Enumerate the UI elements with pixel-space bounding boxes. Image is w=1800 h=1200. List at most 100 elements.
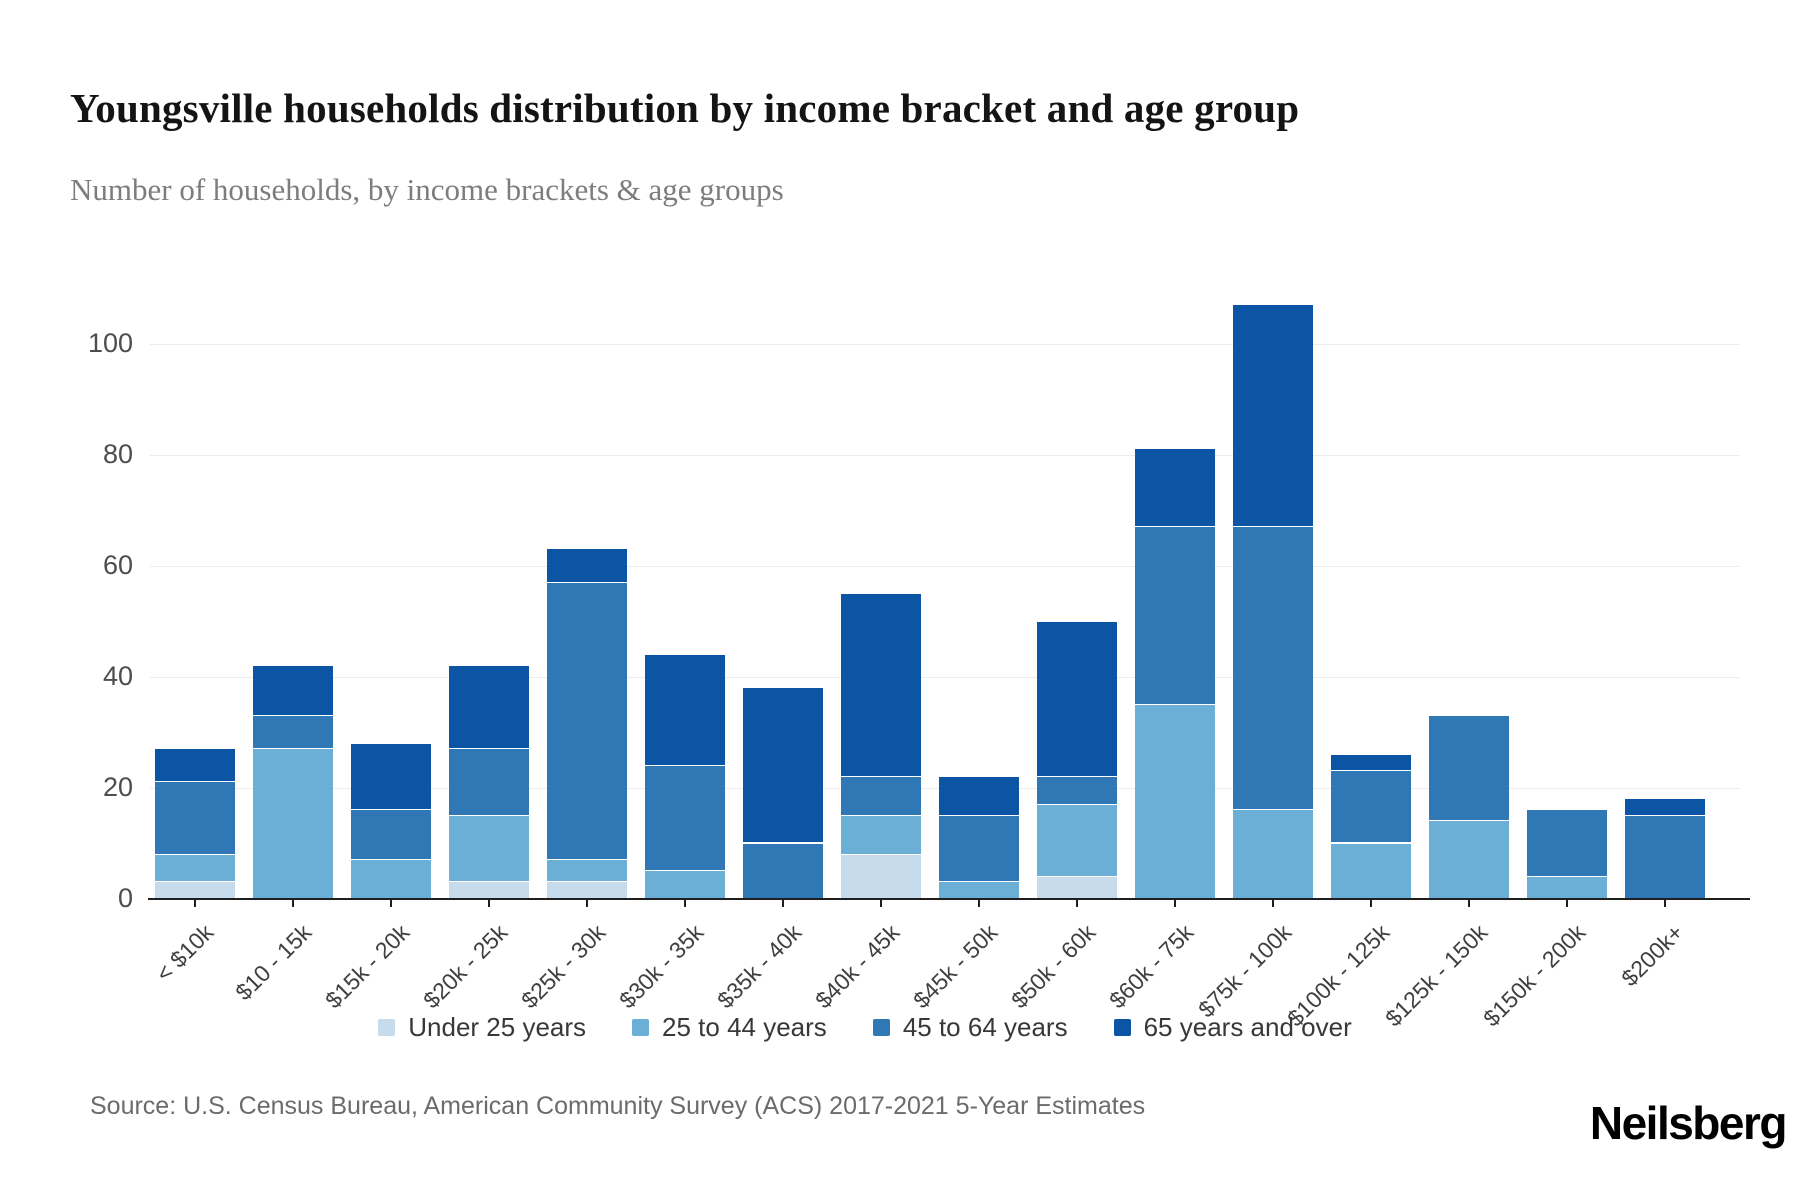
bar-segment[interactable]: [547, 549, 627, 583]
source-note: Source: U.S. Census Bureau, American Com…: [90, 1092, 1146, 1120]
x-axis-line: [148, 898, 1750, 900]
bar-segment[interactable]: [1331, 754, 1411, 772]
page-title: Youngsville households distribution by i…: [70, 85, 1300, 132]
bar-segment[interactable]: [841, 593, 921, 777]
x-axis-tick-label: $45k - 50k: [908, 919, 1003, 1014]
x-axis-tick: [1272, 900, 1274, 907]
bar-segment[interactable]: [841, 854, 921, 899]
x-axis-tick: [390, 900, 392, 907]
x-axis-tick: [684, 900, 686, 907]
x-axis-tick: [1664, 900, 1666, 907]
x-axis-tick-label: $50k - 60k: [1006, 919, 1101, 1014]
bar-segment[interactable]: [1625, 815, 1705, 899]
gridline-y60: [150, 566, 1740, 567]
bar-segment[interactable]: [253, 715, 333, 750]
bar-segment[interactable]: [939, 882, 1019, 899]
bar-segment[interactable]: [645, 654, 725, 766]
x-axis-tick: [1370, 900, 1372, 907]
bar-segment[interactable]: [449, 665, 529, 750]
bar-segment[interactable]: [253, 665, 333, 716]
x-axis-tick-label: $20k - 25k: [418, 919, 513, 1014]
x-axis-tick: [782, 900, 784, 907]
legend-label: 25 to 44 years: [662, 1012, 827, 1042]
bar-segment[interactable]: [253, 749, 333, 899]
bar-segment[interactable]: [1135, 527, 1215, 705]
legend-swatch-icon: [632, 1019, 650, 1036]
bar-segment[interactable]: [841, 776, 921, 816]
x-axis-tick-label: $150k - 200k: [1477, 919, 1591, 1032]
bar-segment[interactable]: [1135, 449, 1215, 528]
bar-segment[interactable]: [1429, 715, 1509, 822]
bar-segment[interactable]: [1429, 821, 1509, 899]
bar-segment[interactable]: [1233, 305, 1313, 528]
x-axis-tick: [978, 900, 980, 907]
x-axis-tick-label: $40k - 45k: [810, 919, 905, 1014]
bar-segment[interactable]: [1233, 527, 1313, 811]
y-axis-tick-label: 60: [102, 550, 133, 580]
bar-segment[interactable]: [155, 854, 235, 883]
y-axis-tick-label: 100: [87, 328, 133, 358]
bar-segment[interactable]: [1037, 621, 1117, 777]
x-axis-tick: [194, 900, 196, 907]
bar-segment[interactable]: [1625, 799, 1705, 816]
bar-segment[interactable]: [743, 688, 823, 844]
x-axis-tick: [880, 900, 882, 907]
neilsberg-logo: Neilsberg: [1589, 1097, 1788, 1149]
bar-segment[interactable]: [645, 871, 725, 899]
bar-segment[interactable]: [351, 743, 431, 811]
x-axis-tick: [488, 900, 490, 907]
y-axis-tick-label: 40: [102, 661, 133, 691]
bar-segment[interactable]: [939, 776, 1019, 816]
legend-label: 45 to 64 years: [902, 1012, 1068, 1042]
bar-segment[interactable]: [155, 749, 235, 783]
bar-segment[interactable]: [547, 860, 627, 883]
legend-label: Under 25 years: [408, 1012, 587, 1042]
y-axis-tick-label: 20: [102, 772, 133, 802]
bar-segment[interactable]: [155, 782, 235, 855]
x-axis-tick-label: $200k+: [1616, 919, 1689, 992]
bar-segment[interactable]: [449, 749, 529, 816]
legend-item[interactable]: 25 to 44 years: [632, 1012, 827, 1043]
bar-segment[interactable]: [1527, 810, 1607, 877]
x-axis-tick-label: $125k - 150k: [1379, 919, 1493, 1032]
bar-segment[interactable]: [1527, 876, 1607, 899]
bar-segment[interactable]: [743, 843, 823, 899]
bar-segment[interactable]: [645, 765, 725, 872]
bar-segment[interactable]: [1331, 771, 1411, 844]
legend-item[interactable]: Under 25 years: [378, 1012, 586, 1043]
gridline-y40: [150, 677, 1740, 678]
bar-segment[interactable]: [547, 582, 627, 861]
x-axis-tick: [292, 900, 294, 907]
x-axis-tick-label: $60k - 75k: [1104, 919, 1199, 1014]
bar-segment[interactable]: [1135, 704, 1215, 899]
x-axis-tick: [1174, 900, 1176, 907]
legend-item[interactable]: 45 to 64 years: [872, 1012, 1068, 1043]
x-axis-tick-label: $10 - 15k: [230, 919, 317, 1006]
bar-segment[interactable]: [939, 815, 1019, 883]
bar-segment[interactable]: [449, 882, 529, 899]
gridline-y80: [150, 455, 1740, 456]
bar-segment[interactable]: [351, 860, 431, 899]
bar-segment[interactable]: [155, 882, 235, 899]
page-subtitle: Number of households, by income brackets…: [70, 172, 784, 207]
legend-swatch-icon: [872, 1019, 890, 1036]
bar-segment[interactable]: [1233, 810, 1313, 899]
bar-segment[interactable]: [351, 810, 431, 861]
x-axis-tick-label: < $10k: [150, 919, 219, 987]
bar-segment[interactable]: [1037, 876, 1117, 899]
bar-segment[interactable]: [1331, 843, 1411, 899]
x-axis-tick-label: $30k - 35k: [614, 919, 709, 1014]
x-axis-tick-label: $100k - 125k: [1281, 919, 1395, 1032]
bar-segment[interactable]: [841, 815, 921, 855]
bar-segment[interactable]: [1037, 804, 1117, 877]
bar-segment[interactable]: [1037, 776, 1117, 805]
x-axis-tick: [1468, 900, 1470, 907]
bar-segment[interactable]: [547, 882, 627, 899]
gridline-y100: [150, 344, 1740, 345]
chart-legend: Under 25 years 25 to 44 years 45 to 64 yea…: [0, 1012, 1730, 1043]
legend-item[interactable]: 65 years and over: [1113, 1012, 1352, 1043]
legend-label: 65 years and over: [1143, 1012, 1352, 1042]
x-axis-tick-label: $15k - 20k: [320, 919, 415, 1014]
bar-segment[interactable]: [449, 815, 529, 883]
